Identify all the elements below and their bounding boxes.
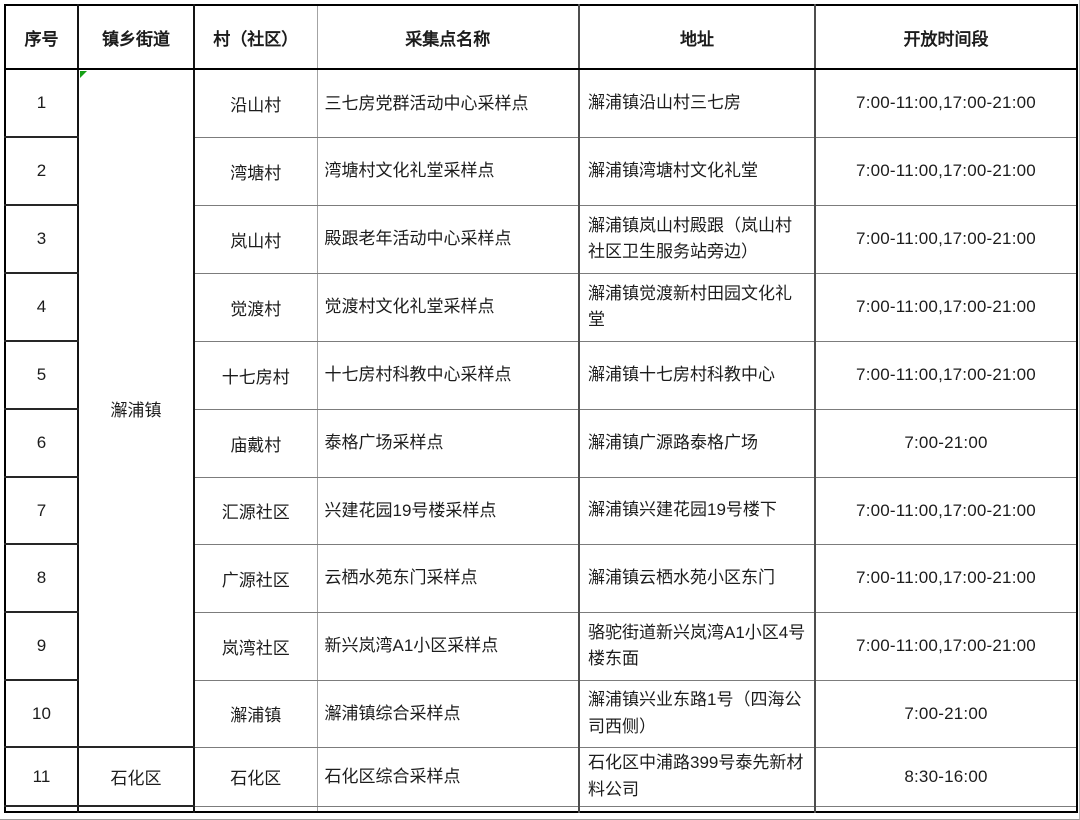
- site-name-cell: 兴建花园19号楼采样点: [317, 477, 580, 545]
- village-cell: 汇源社区: [194, 477, 318, 545]
- header-cell-site-name: 采集点名称: [317, 5, 580, 70]
- address-cell: 澥浦镇兴业东路1号（四海公司西侧）: [579, 680, 816, 748]
- table-body: 1 澥浦镇 沿山村 三七房党群活动中心采样点 澥浦镇沿山村三七房 7:00-11:00,1…: [5, 69, 1077, 812]
- address-cell: 澥浦镇广源路泰格广场: [579, 409, 816, 478]
- header-cell-serial: 序号: [5, 5, 79, 70]
- table-row: 7 汇源社区 兴建花园19号楼采样点 澥浦镇兴建花园19号楼下 7:00-11:00,1…: [5, 477, 1077, 545]
- serial-cell: 5: [5, 341, 79, 410]
- table-header-row: 序号 镇乡街道 村（社区） 采集点名称 地址 开放时间段: [5, 5, 1077, 70]
- serial-cell: 11: [5, 747, 79, 807]
- header-cell-town: 镇乡街道: [78, 5, 195, 70]
- hours-cell: 7:00-11:00,17:00-21:00: [815, 544, 1077, 613]
- table-row: 5 十七房村 十七房村科教中心采样点 澥浦镇十七房村科教中心 7:00-11:00,17…: [5, 341, 1077, 410]
- hours-cell: 7:00-11:00,17:00-21:00: [815, 341, 1077, 410]
- site-name-cell: 觉渡村文化礼堂采样点: [317, 273, 580, 342]
- site-name-cell: 云栖水苑东门采样点: [317, 544, 580, 613]
- table-row: 11 石化区 石化区 石化区综合采样点 石化区中浦路399号泰先新材料公司 8:30-16…: [5, 747, 1077, 807]
- address-cell: 澥浦镇十七房村科教中心: [579, 341, 816, 410]
- hours-cell: 8:30-16:00: [815, 747, 1077, 807]
- table-row: 3 岚山村 殿跟老年活动中心采样点 澥浦镇岚山村殿跟（岚山村社区卫生服务站旁边） 7:0…: [5, 205, 1077, 274]
- serial-cell: 7: [5, 477, 79, 545]
- table-row: 8 广源社区 云栖水苑东门采样点 澥浦镇云栖水苑小区东门 7:00-11:00,17:0…: [5, 544, 1077, 613]
- header-cell-village: 村（社区）: [194, 5, 318, 70]
- serial-cell: 4: [5, 273, 79, 342]
- address-cell: 澥浦镇沿山村三七房: [579, 69, 816, 138]
- village-cell: 石化区: [194, 747, 318, 807]
- hours-cell: 7:00-11:00,17:00-21:00: [815, 273, 1077, 342]
- cell-corner-marker-icon: [80, 71, 87, 78]
- village-cell: 广源社区: [194, 544, 318, 613]
- serial-cell: 6: [5, 409, 79, 478]
- site-name-cell: 新兴岚湾A1小区采样点: [317, 612, 580, 681]
- village-cell: 沿山村: [194, 69, 318, 138]
- cutoff-cell: [815, 806, 1077, 812]
- site-name-cell: 十七房村科教中心采样点: [317, 341, 580, 410]
- address-cell: 澥浦镇觉渡新村田园文化礼堂: [579, 273, 816, 342]
- hours-cell: 7:00-11:00,17:00-21:00: [815, 205, 1077, 274]
- serial-cell: 8: [5, 544, 79, 613]
- header-cell-address: 地址: [579, 5, 816, 70]
- site-name-cell: 泰格广场采样点: [317, 409, 580, 478]
- hours-cell: 7:00-11:00,17:00-21:00: [815, 69, 1077, 138]
- address-cell: 澥浦镇岚山村殿跟（岚山村社区卫生服务站旁边）: [579, 205, 816, 274]
- address-cell: 石化区中浦路399号泰先新材料公司: [579, 747, 816, 807]
- village-cell: 觉渡村: [194, 273, 318, 342]
- cutoff-cell: [317, 806, 580, 812]
- serial-cell: 1: [5, 69, 79, 138]
- table-row: 1 澥浦镇 沿山村 三七房党群活动中心采样点 澥浦镇沿山村三七房 7:00-11:00,1…: [5, 69, 1077, 748]
- cutoff-cell: [78, 806, 195, 812]
- hours-cell: 7:00-11:00,17:00-21:00: [815, 477, 1077, 545]
- cutoff-cell: [5, 806, 79, 812]
- cutoff-cell: [194, 806, 318, 812]
- village-cell: 湾塘村: [194, 137, 318, 206]
- header-cell-hours: 开放时间段: [815, 5, 1077, 70]
- table-row: 9 岚湾社区 新兴岚湾A1小区采样点 骆驼街道新兴岚湾A1小区4号楼东面 7:00-11…: [5, 612, 1077, 681]
- serial-cell: 9: [5, 612, 79, 681]
- village-cell: 澥浦镇: [194, 680, 318, 748]
- hours-cell: 7:00-21:00: [815, 680, 1077, 748]
- address-cell: 骆驼街道新兴岚湾A1小区4号楼东面: [579, 612, 816, 681]
- table-row: 4 觉渡村 觉渡村文化礼堂采样点 澥浦镇觉渡新村田园文化礼堂 7:00-11:00,17…: [5, 273, 1077, 342]
- town-cell: 石化区: [78, 747, 195, 807]
- serial-cell: 3: [5, 205, 79, 274]
- table-row: 2 湾塘村 湾塘村文化礼堂采样点 澥浦镇湾塘村文化礼堂 7:00-11:00,17:00…: [5, 137, 1077, 206]
- address-cell: 澥浦镇云栖水苑小区东门: [579, 544, 816, 613]
- address-cell: 澥浦镇兴建花园19号楼下: [579, 477, 816, 545]
- town-label: 澥浦镇: [110, 400, 162, 420]
- village-cell: 岚湾社区: [194, 612, 318, 681]
- site-name-cell: 殿跟老年活动中心采样点: [317, 205, 580, 274]
- site-name-cell: 澥浦镇综合采样点: [317, 680, 580, 748]
- cutoff-cell: [579, 806, 816, 812]
- serial-cell: 2: [5, 137, 79, 206]
- table-row: 6 庙戴村 泰格广场采样点 澥浦镇广源路泰格广场 7:00-21:00: [5, 409, 1077, 478]
- hours-cell: 7:00-21:00: [815, 409, 1077, 478]
- site-name-cell: 石化区综合采样点: [317, 747, 580, 807]
- village-cell: 岚山村: [194, 205, 318, 274]
- collection-points-table: 序号 镇乡街道 村（社区） 采集点名称 地址 开放时间段 1 澥浦镇 沿山村 三七房党…: [4, 4, 1078, 813]
- site-name-cell: 湾塘村文化礼堂采样点: [317, 137, 580, 206]
- address-cell: 澥浦镇湾塘村文化礼堂: [579, 137, 816, 206]
- cutoff-row: [5, 806, 1077, 812]
- hours-cell: 7:00-11:00,17:00-21:00: [815, 612, 1077, 681]
- serial-cell: 10: [5, 680, 79, 748]
- site-name-cell: 三七房党群活动中心采样点: [317, 69, 580, 138]
- hours-cell: 7:00-11:00,17:00-21:00: [815, 137, 1077, 206]
- town-merged-cell: 澥浦镇: [78, 69, 195, 748]
- table-row: 10 澥浦镇 澥浦镇综合采样点 澥浦镇兴业东路1号（四海公司西侧） 7:00-21:00: [5, 680, 1077, 748]
- village-cell: 十七房村: [194, 341, 318, 410]
- village-cell: 庙戴村: [194, 409, 318, 478]
